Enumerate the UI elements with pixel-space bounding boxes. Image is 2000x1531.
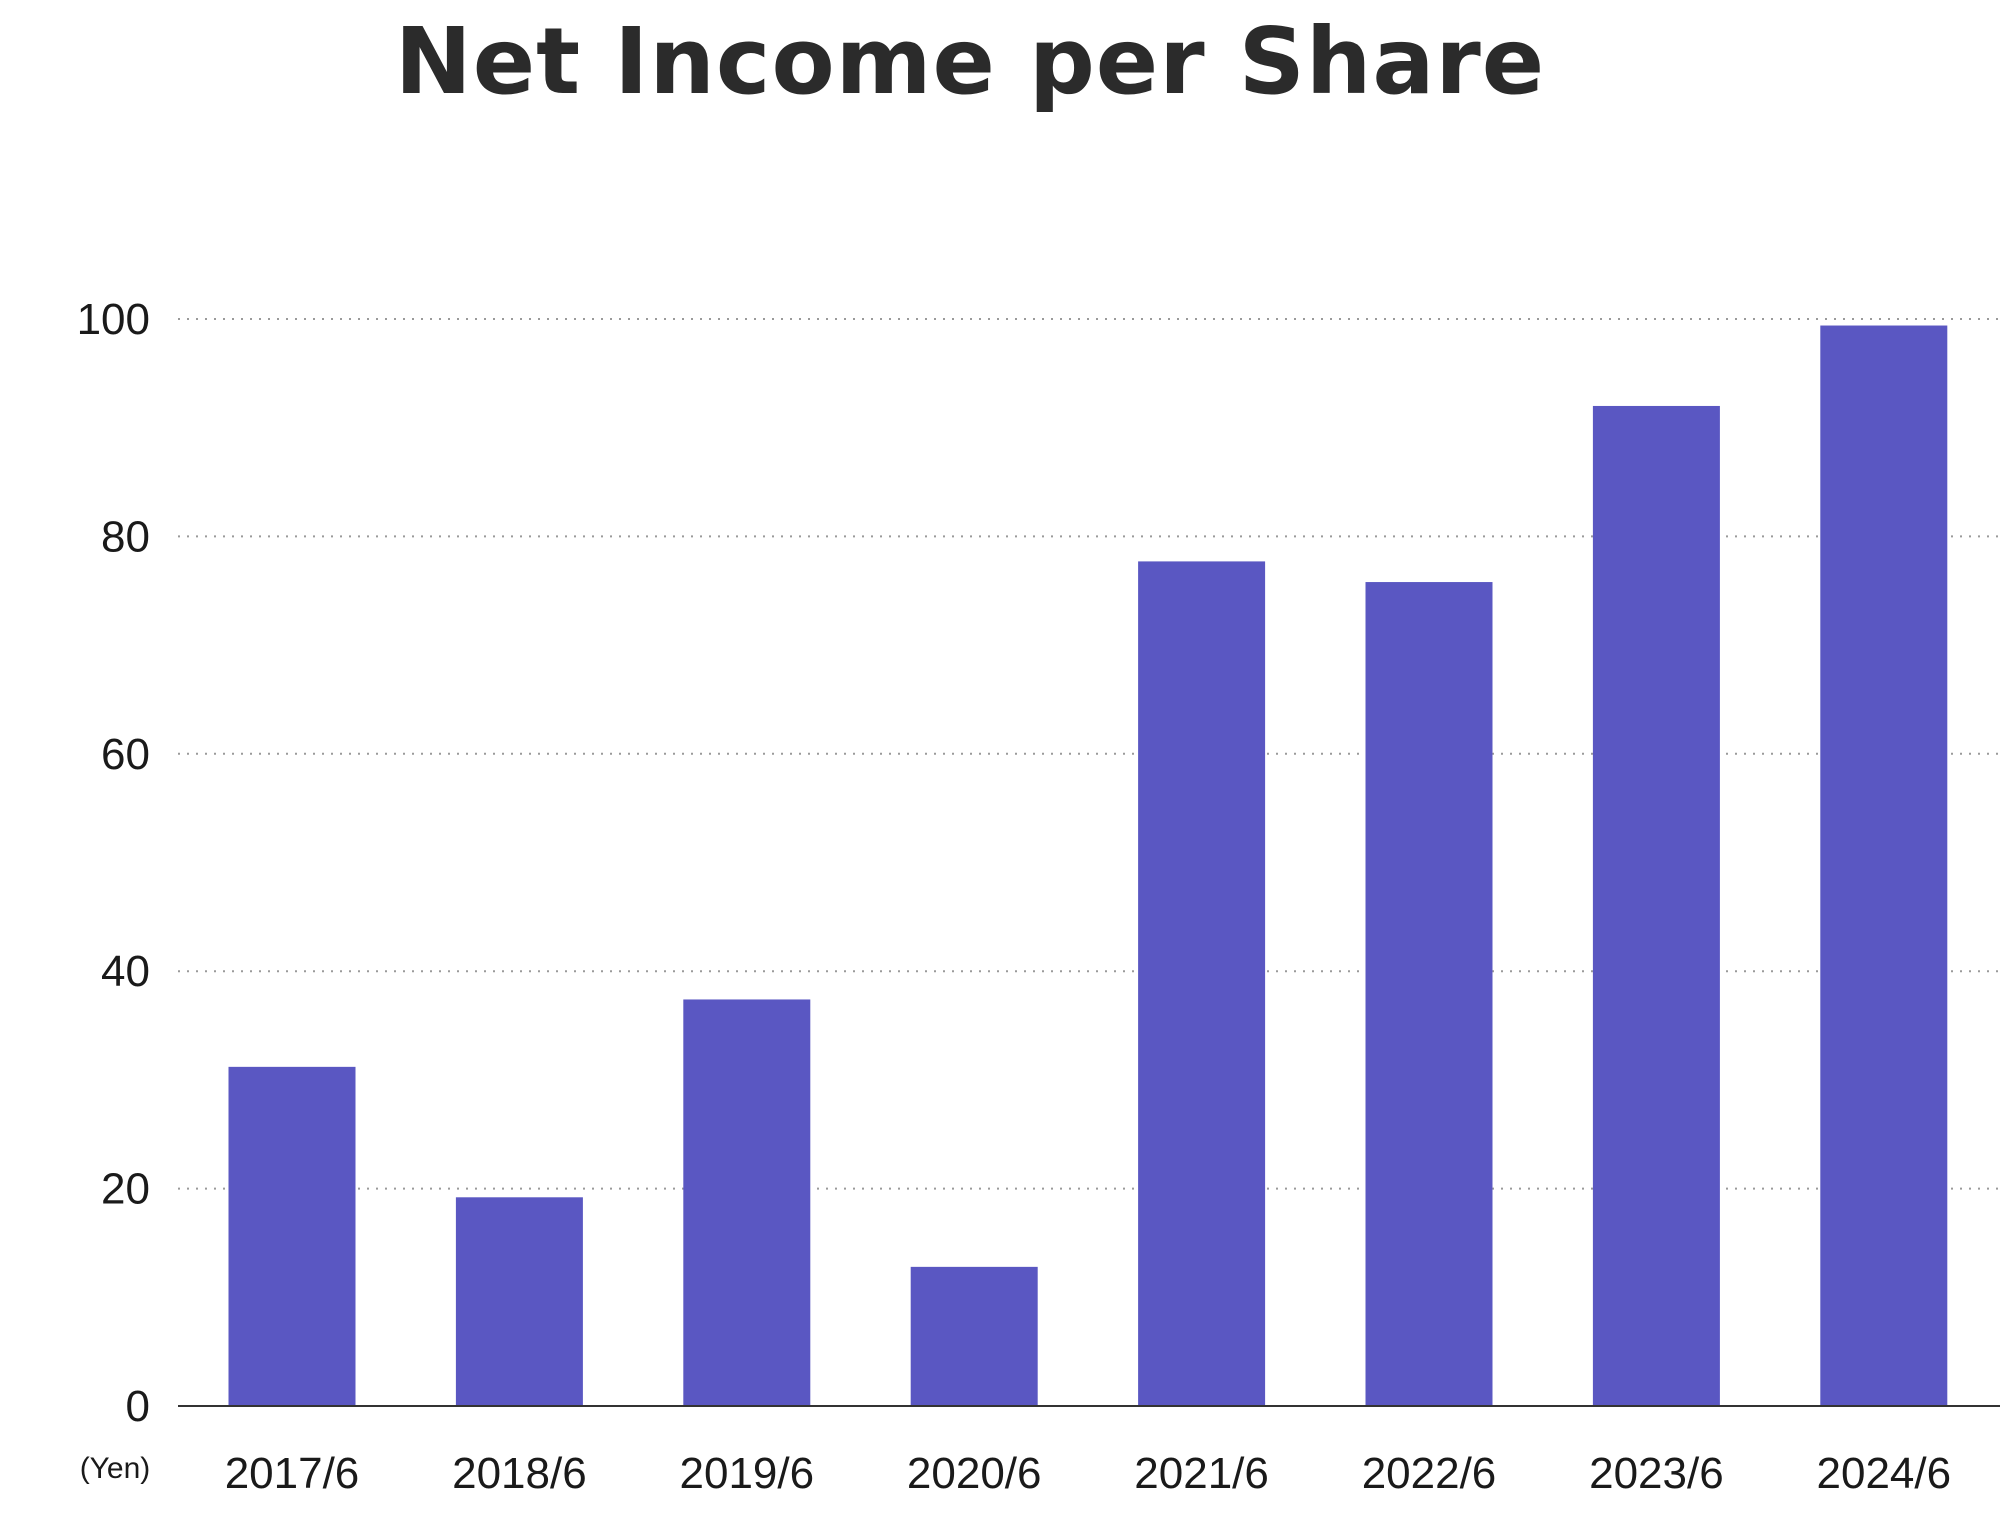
bar-2022-6 [1365, 582, 1493, 1406]
y-tick-labels: 0 20 40 60 80 100 [77, 295, 150, 1431]
bar-2023-6 [1592, 405, 1720, 1407]
x-tick-label: 2023/6 [1589, 1449, 1724, 1498]
bar-2017-6 [228, 1066, 356, 1406]
y-tick-label: 0 [126, 1382, 150, 1431]
y-unit-label: (Yen) [80, 1452, 151, 1485]
bar-2018-6 [455, 1197, 583, 1406]
y-tick-label: 100 [77, 295, 150, 344]
x-tick-label: 2020/6 [907, 1449, 1042, 1498]
bars [228, 325, 1948, 1407]
bar-2019-6 [683, 999, 811, 1406]
y-tick-label: 80 [101, 512, 150, 561]
bar-2021-6 [1138, 561, 1266, 1406]
x-tick-label: 2017/6 [225, 1449, 360, 1498]
x-tick-label: 2021/6 [1134, 1449, 1269, 1498]
y-tick-label: 40 [101, 947, 150, 996]
x-tick-label: 2024/6 [1817, 1449, 1952, 1498]
y-tick-label: 20 [101, 1165, 150, 1214]
x-tick-label: 2019/6 [680, 1449, 815, 1498]
x-tick-label: 2022/6 [1362, 1449, 1497, 1498]
chart-title: Net Income per Share [394, 8, 1546, 115]
x-tick-label: 2018/6 [452, 1449, 587, 1498]
x-tick-labels: 2017/6 2018/6 2019/6 2020/6 2021/6 2022/6 2023… [225, 1449, 1951, 1498]
y-tick-label: 60 [101, 730, 150, 779]
bar-2024-6 [1820, 325, 1948, 1407]
gridlines [178, 318, 2000, 1190]
bar-2020-6 [910, 1266, 1038, 1406]
